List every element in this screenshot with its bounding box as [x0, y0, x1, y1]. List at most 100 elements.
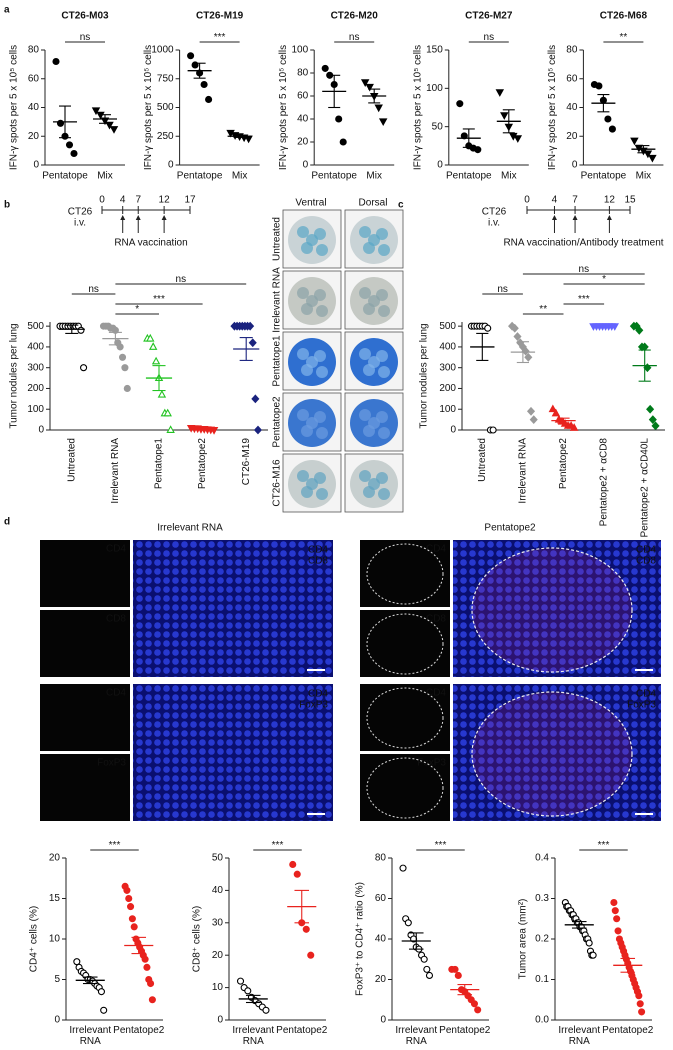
data-point	[147, 979, 155, 988]
arrow-head	[572, 215, 578, 220]
tumor-outline	[471, 691, 633, 817]
data-point	[614, 927, 622, 935]
stain-label: CD4	[636, 545, 656, 556]
data-point	[608, 125, 616, 133]
data-point	[648, 415, 657, 425]
data-point	[91, 107, 101, 116]
timeline-caption: RNA vaccination	[114, 238, 187, 249]
data-point	[307, 951, 315, 959]
x-tick-label: Mix	[97, 171, 113, 182]
data-point	[302, 925, 310, 933]
data-point	[451, 965, 459, 973]
y-axis-label: Tumor nodules per lung	[9, 323, 20, 428]
timeline-day: 12	[604, 195, 616, 206]
micrograph-channel	[360, 754, 450, 821]
significance-label: *	[135, 304, 139, 315]
y-tick-label: 300	[439, 362, 456, 373]
y-tick-label: 0	[380, 1015, 386, 1026]
lung-nodule	[306, 295, 318, 307]
lung-nodule	[316, 366, 328, 378]
data-point	[244, 987, 252, 995]
column-header: Ventral	[295, 198, 326, 209]
micrograph-channel	[40, 684, 130, 751]
row-label: Pentatope2	[272, 396, 283, 448]
x-tick-label: Pentatope2	[113, 1025, 165, 1036]
data-point	[646, 404, 655, 414]
data-point	[460, 132, 468, 140]
lung-nodule	[306, 417, 318, 429]
y-tick-label: 100	[439, 404, 456, 415]
x-tick-label: Irrelevant RNA	[395, 1025, 438, 1047]
panel-label: c	[398, 200, 404, 211]
timeline-label: CT26	[482, 207, 507, 218]
y-tick-label: 500	[27, 321, 44, 332]
y-tick-label: 1000	[151, 45, 174, 56]
x-tick-label-box: Irrelevant RNA	[395, 1025, 438, 1047]
y-tick-label: 20	[212, 950, 224, 961]
timeline-day: 4	[120, 195, 126, 206]
y-tick-label: 0.3	[535, 893, 549, 904]
data-point	[360, 79, 370, 87]
data-point	[148, 342, 158, 350]
data-point	[248, 338, 257, 348]
y-tick-label: 40	[212, 885, 224, 896]
x-tick-label: Pentatope	[581, 171, 627, 182]
data-point	[56, 119, 65, 127]
y-axis-label: CD4⁺ cells (%)	[29, 906, 40, 972]
y-tick-label: 750	[157, 73, 174, 84]
stain-label: CD4	[426, 544, 446, 555]
tumor-outline	[366, 613, 444, 675]
data-point	[470, 1000, 479, 1008]
x-tick-label-box: Irrelevant RNA	[558, 1025, 600, 1047]
data-point	[339, 138, 347, 146]
data-point	[70, 149, 78, 158]
micrograph-channel	[360, 610, 450, 677]
y-tick-label: 40	[28, 102, 40, 113]
data-point	[510, 323, 519, 333]
data-point	[80, 364, 88, 372]
x-tick-label: Irrelevant RNA	[232, 1025, 275, 1047]
data-point	[125, 894, 133, 903]
chart-title: CT26-M20	[331, 11, 379, 22]
y-tick-label: 50	[212, 853, 224, 864]
data-point	[604, 115, 612, 123]
data-point	[500, 112, 509, 120]
y-tick-label: 80	[297, 68, 309, 79]
panel-label: a	[4, 5, 10, 16]
lung-nodule	[378, 427, 390, 439]
chart-title: CT26-M03	[61, 11, 109, 22]
panel-label: b	[4, 200, 10, 211]
data-point	[524, 352, 533, 362]
y-tick-label: 20	[49, 853, 61, 864]
lung-nodule	[378, 305, 390, 317]
x-tick-label: Untreated	[477, 438, 488, 482]
significance-label: **	[620, 32, 628, 43]
data-point	[423, 965, 431, 973]
data-point	[425, 971, 434, 980]
lung-nodule	[316, 488, 328, 500]
data-point	[121, 364, 129, 372]
stain-label: FoxP3	[627, 700, 656, 711]
arrow-head	[135, 215, 141, 220]
y-tick-label: 50	[432, 121, 444, 132]
x-tick-label: Pentatope	[42, 171, 88, 182]
data-point	[513, 332, 522, 341]
x-tick-label-box: Irrelevant RNA	[232, 1025, 275, 1047]
y-tick-label: 400	[439, 342, 456, 353]
y-axis-label: IFN-γ spots per 5 x 10⁵ cells	[9, 45, 20, 170]
y-axis-label: CD8⁺ cells (%)	[192, 906, 203, 972]
x-tick-label: Pentatope	[177, 171, 223, 182]
timeline-day: 12	[159, 195, 171, 206]
lung-nodule	[316, 305, 328, 317]
data-point	[187, 52, 195, 60]
data-point	[65, 141, 74, 149]
significance-label: ***	[598, 840, 610, 851]
x-tick-label: Pentatope	[446, 171, 492, 182]
x-tick-label: Mix	[501, 171, 517, 182]
significance-label: **	[539, 304, 547, 315]
x-tick-label: Mix	[636, 171, 652, 182]
x-tick-label: Pentatope1	[154, 438, 165, 490]
data-point	[146, 333, 155, 342]
data-point	[246, 321, 255, 331]
